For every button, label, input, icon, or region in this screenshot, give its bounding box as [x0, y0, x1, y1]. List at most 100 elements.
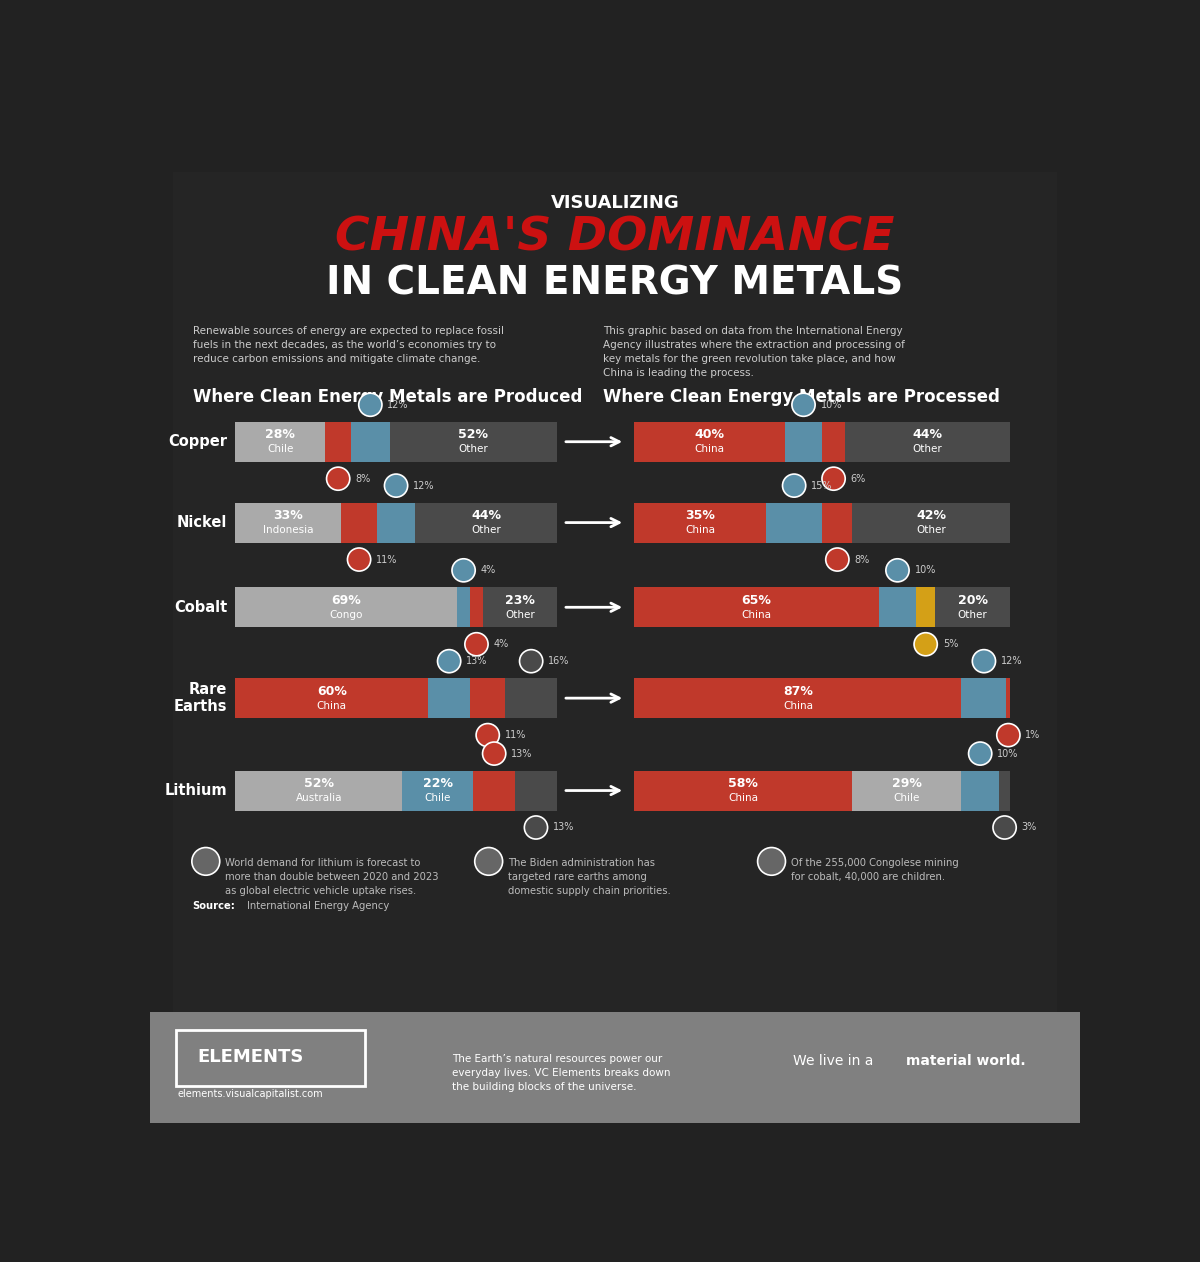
Text: 13%: 13% — [553, 823, 575, 833]
Text: 42%: 42% — [917, 509, 947, 522]
Text: 12%: 12% — [1001, 656, 1022, 666]
Text: 3%: 3% — [1021, 823, 1037, 833]
Bar — [235, 771, 402, 810]
Text: China: China — [317, 700, 347, 711]
Circle shape — [992, 817, 1016, 839]
Text: Where Clean Energy Metals are Produced: Where Clean Energy Metals are Produced — [193, 387, 582, 406]
Circle shape — [914, 632, 937, 656]
Text: elements.visualcapitalist.com: elements.visualcapitalist.com — [178, 1089, 324, 1099]
Circle shape — [475, 848, 503, 876]
Bar — [235, 502, 341, 543]
Text: Indonesia: Indonesia — [263, 525, 313, 535]
Bar — [785, 422, 822, 462]
Bar — [377, 502, 415, 543]
Bar — [150, 1012, 1080, 1123]
Text: Chile: Chile — [268, 444, 294, 454]
Text: Lithium: Lithium — [164, 782, 228, 798]
Text: 20%: 20% — [958, 594, 988, 607]
Bar — [415, 502, 557, 543]
Text: 12%: 12% — [388, 400, 409, 410]
Circle shape — [192, 848, 220, 876]
Bar — [402, 771, 473, 810]
Circle shape — [886, 559, 910, 582]
Text: 23%: 23% — [505, 594, 535, 607]
Text: VISUALIZING: VISUALIZING — [551, 194, 679, 212]
Text: 58%: 58% — [728, 777, 758, 790]
Circle shape — [826, 548, 848, 572]
Text: 1%: 1% — [1026, 731, 1040, 740]
Bar — [457, 587, 470, 627]
Bar — [635, 422, 785, 462]
Circle shape — [524, 817, 547, 839]
Text: 65%: 65% — [742, 594, 772, 607]
Circle shape — [757, 848, 786, 876]
Bar — [235, 678, 428, 718]
Circle shape — [972, 650, 996, 673]
Text: 8%: 8% — [854, 554, 870, 564]
Text: Other: Other — [472, 525, 500, 535]
Bar — [961, 678, 1007, 718]
Text: 28%: 28% — [265, 428, 295, 442]
Text: 33%: 33% — [274, 509, 304, 522]
Text: We live in a: We live in a — [793, 1054, 878, 1068]
Bar — [766, 502, 822, 543]
Bar — [852, 502, 1010, 543]
Circle shape — [348, 548, 371, 572]
Text: ELEMENTS: ELEMENTS — [198, 1047, 304, 1065]
Circle shape — [452, 559, 475, 582]
Bar — [961, 771, 998, 810]
Text: 13%: 13% — [511, 748, 533, 758]
Text: CHINA'S DOMINANCE: CHINA'S DOMINANCE — [335, 216, 895, 260]
Circle shape — [384, 475, 408, 497]
Bar — [635, 771, 852, 810]
Text: 4%: 4% — [493, 640, 509, 649]
Text: 87%: 87% — [782, 685, 812, 698]
Bar — [878, 587, 917, 627]
Text: material world.: material world. — [906, 1054, 1025, 1068]
Text: Source:: Source: — [193, 901, 235, 911]
Text: The Earth’s natural resources power our
everyday lives. VC Elements breaks down
: The Earth’s natural resources power our … — [452, 1054, 671, 1092]
Bar — [998, 771, 1010, 810]
Text: 40%: 40% — [695, 428, 725, 442]
Bar — [482, 587, 557, 627]
Circle shape — [520, 650, 542, 673]
Text: Where Clean Energy Metals are Processed: Where Clean Energy Metals are Processed — [604, 387, 1001, 406]
Text: Other: Other — [458, 444, 488, 454]
Text: 8%: 8% — [355, 473, 371, 483]
Text: 5%: 5% — [943, 640, 958, 649]
Text: IN CLEAN ENERGY METALS: IN CLEAN ENERGY METALS — [326, 265, 904, 303]
Bar — [325, 422, 352, 462]
Text: Rare
Earths: Rare Earths — [174, 681, 228, 714]
Bar — [515, 771, 557, 810]
Bar — [470, 587, 482, 627]
Text: Other: Other — [913, 444, 942, 454]
Text: This graphic based on data from the International Energy
Agency illustrates wher: This graphic based on data from the Inte… — [604, 327, 905, 379]
Text: 10%: 10% — [997, 748, 1019, 758]
Text: Other: Other — [505, 610, 535, 620]
Bar — [845, 422, 1010, 462]
Text: Cobalt: Cobalt — [174, 599, 228, 615]
Bar — [635, 678, 961, 718]
Text: 44%: 44% — [472, 509, 502, 522]
Text: 22%: 22% — [422, 777, 452, 790]
Text: 15%: 15% — [811, 481, 833, 491]
Bar — [341, 502, 377, 543]
Text: World demand for lithium is forecast to
more than double between 2020 and 2023
a: World demand for lithium is forecast to … — [226, 858, 439, 896]
Text: 69%: 69% — [331, 594, 361, 607]
Text: 35%: 35% — [685, 509, 715, 522]
Bar — [935, 587, 1010, 627]
Bar — [173, 172, 1057, 1012]
Text: 6%: 6% — [851, 473, 866, 483]
Text: 11%: 11% — [505, 731, 526, 740]
Text: 52%: 52% — [458, 428, 488, 442]
Text: Australia: Australia — [295, 794, 342, 803]
Text: The Biden administration has
targeted rare earths among
domestic supply chain pr: The Biden administration has targeted ra… — [508, 858, 671, 896]
Bar — [852, 771, 961, 810]
Circle shape — [359, 394, 382, 416]
Circle shape — [782, 475, 805, 497]
Bar — [473, 771, 515, 810]
Bar — [635, 502, 766, 543]
Text: 52%: 52% — [304, 777, 334, 790]
Bar — [917, 587, 935, 627]
Text: Chile: Chile — [425, 794, 451, 803]
